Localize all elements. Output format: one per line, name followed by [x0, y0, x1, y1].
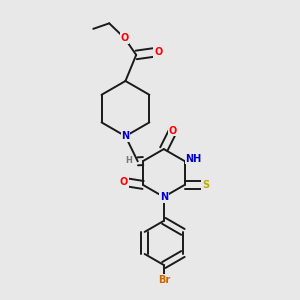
- Text: S: S: [202, 180, 209, 190]
- Text: H: H: [125, 156, 132, 165]
- Text: O: O: [120, 177, 128, 187]
- Text: NH: NH: [186, 154, 202, 164]
- Text: N: N: [160, 192, 168, 202]
- Text: Br: Br: [158, 275, 170, 285]
- Text: O: O: [120, 33, 129, 43]
- Text: N: N: [122, 131, 130, 141]
- Text: O: O: [169, 126, 177, 136]
- Text: O: O: [154, 47, 162, 57]
